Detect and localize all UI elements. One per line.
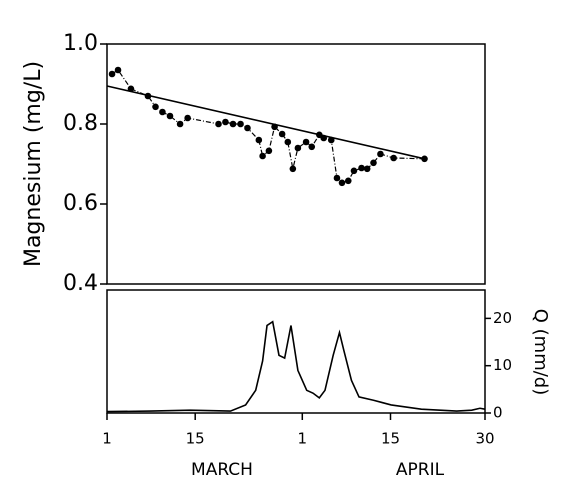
- data-point: [390, 154, 397, 162]
- data-point: [358, 164, 365, 172]
- y-axis-label: Q (mm/d): [530, 309, 551, 396]
- data-point: [344, 177, 352, 185]
- data-point: [265, 147, 273, 155]
- y-tick-label: 1.0: [63, 31, 98, 56]
- x-tick-label: 1: [102, 430, 112, 448]
- y-tick-label: 0.4: [63, 271, 98, 296]
- y-tick-label: 0.8: [63, 111, 98, 136]
- data-point: [176, 120, 184, 128]
- data-point: [302, 138, 310, 146]
- data-point: [108, 70, 116, 78]
- data-point: [294, 144, 302, 152]
- data-point: [278, 130, 286, 138]
- x-tick-label: 15: [381, 430, 400, 448]
- data-point: [284, 138, 292, 146]
- data-point: [166, 112, 174, 120]
- data-point: [421, 155, 428, 163]
- data-point: [114, 66, 122, 74]
- data-point: [377, 150, 384, 158]
- data-point: [338, 179, 346, 187]
- y-tick-label: 0.6: [63, 191, 98, 216]
- x-tick-label: 30: [475, 430, 494, 448]
- data-point: [255, 136, 263, 144]
- series-line: [106, 85, 425, 160]
- data-point: [333, 174, 341, 182]
- top-frame: [106, 43, 486, 285]
- series-line: [106, 320, 486, 413]
- y-tick-label: 20: [493, 309, 512, 327]
- data-point: [229, 120, 237, 128]
- bottom-frame: [106, 289, 486, 414]
- data-point: [244, 124, 251, 132]
- x-tick-label: 15: [186, 430, 205, 448]
- data-point: [350, 167, 358, 175]
- month-label: APRIL: [396, 460, 445, 480]
- data-point: [215, 120, 222, 128]
- data-point: [237, 120, 244, 128]
- month-label: MARCH: [191, 460, 253, 480]
- y-tick-label: 10: [493, 356, 512, 374]
- data-point: [184, 114, 191, 122]
- data-point: [259, 152, 266, 160]
- y-tick-label: 0: [493, 404, 503, 422]
- y-axis-label: Magnesium (mg/L): [21, 61, 46, 267]
- x-tick-label: 1: [298, 430, 308, 448]
- data-point: [289, 165, 297, 173]
- data-point: [370, 159, 377, 167]
- data-point: [152, 103, 159, 111]
- data-point: [159, 108, 166, 116]
- data-point: [308, 143, 316, 151]
- data-point: [222, 118, 229, 126]
- series-line: [111, 69, 425, 184]
- data-point: [363, 165, 371, 173]
